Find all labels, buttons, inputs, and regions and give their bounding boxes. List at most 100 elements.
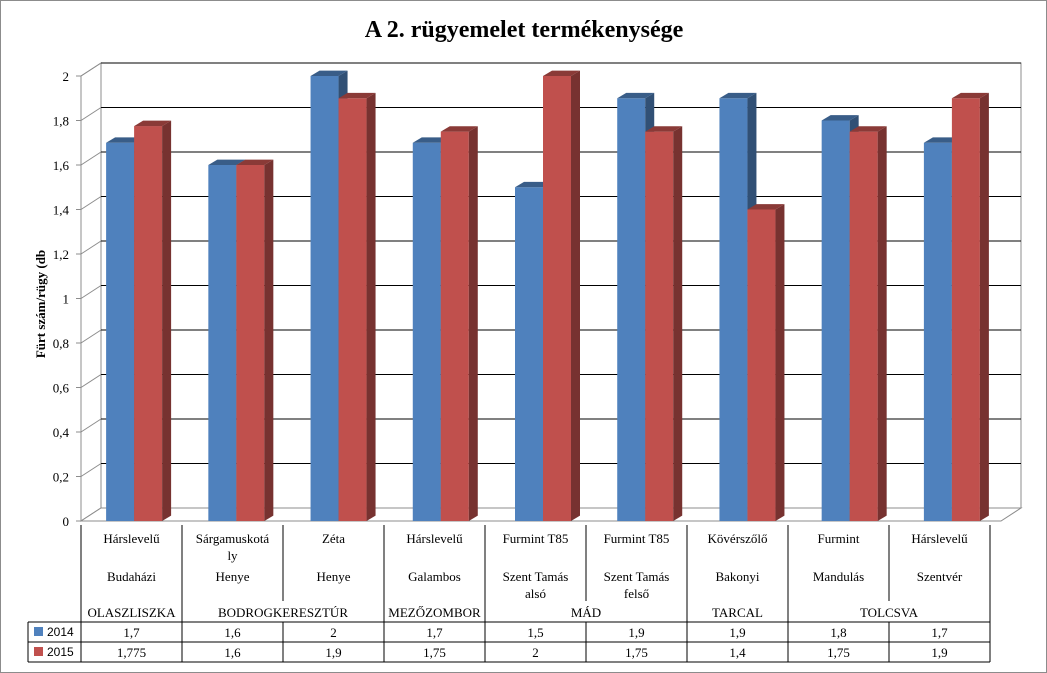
category-variety-label: Hárslevelű: [406, 531, 463, 546]
data-cell-2014: 1,9: [628, 625, 644, 640]
bar-2014: [719, 98, 748, 521]
gridline-side: [80, 62, 102, 77]
bar-top-2015: [440, 126, 478, 132]
data-cell-2015: 1,75: [827, 645, 850, 660]
data-cell-2015: 1,6: [224, 645, 241, 660]
bar-side-2015: [877, 126, 887, 521]
category-site-label: Mandulás: [813, 569, 864, 584]
legend-label-2014: 2014: [47, 625, 74, 639]
gridline-side: [80, 196, 102, 210]
y-tick-label: 1: [63, 292, 70, 307]
bar-2015: [338, 98, 367, 521]
gridline-side: [80, 107, 102, 121]
bar-top-2014: [208, 159, 246, 165]
group-label: TARCAL: [712, 605, 763, 620]
bar-2015: [543, 76, 571, 521]
data-cell-2014: 1,9: [729, 625, 745, 640]
data-cell-2015: 1,9: [931, 645, 947, 660]
bar-top-2014: [719, 92, 757, 99]
bar-side-2015: [264, 159, 274, 521]
gridline-side: [80, 240, 102, 255]
bar-2015: [849, 131, 878, 521]
category-variety-label: Zéta: [322, 531, 345, 546]
bar-2015: [747, 209, 776, 521]
category-site-label: Szentvér: [917, 569, 963, 584]
bar-2014: [208, 165, 237, 521]
y-tick-label: 0: [63, 514, 70, 529]
bar-top-2014: [821, 115, 859, 121]
category-site-label: felső: [624, 586, 649, 601]
category-variety-label: Furmint T85: [503, 531, 569, 546]
bar-2014: [515, 187, 543, 521]
category-site-label: Budaházi: [107, 569, 156, 584]
category-site-label: alsó: [525, 586, 546, 601]
category-site-label: Galambos: [408, 569, 461, 584]
group-label: MEZŐZOMBOR: [388, 605, 481, 620]
bar-top-2015: [134, 120, 172, 127]
y-tick-label: 2: [63, 69, 70, 84]
data-cell-2015: 1,4: [729, 645, 746, 660]
y-tick-label: 1,4: [53, 203, 70, 218]
category-site-label: Henye: [216, 569, 250, 584]
bar-top-2014: [412, 137, 450, 143]
category-variety-label: Hárslevelű: [911, 531, 968, 546]
gridline-side: [80, 285, 102, 299]
legend-label-2015: 2015: [47, 645, 74, 659]
bar-2014: [617, 98, 646, 521]
data-cell-2014: 1,5: [527, 625, 543, 640]
bar-top-2015: [338, 92, 376, 99]
y-tick-label: 0,8: [53, 336, 69, 351]
bar-top-2015: [849, 126, 887, 132]
data-cell-2015: 1,75: [625, 645, 648, 660]
y-tick-label: 1,6: [53, 158, 70, 173]
y-tick-label: 0,4: [53, 425, 70, 440]
category-variety-label: Kövérszőlő: [708, 531, 768, 546]
data-cell-2014: 1,7: [931, 625, 948, 640]
bar-side-2015: [673, 126, 683, 521]
group-label: TOLCSVA: [860, 605, 919, 620]
bar-side-2015: [468, 126, 478, 521]
bar-top-2014: [106, 137, 144, 143]
y-tick-label: 1,2: [53, 247, 69, 262]
bar-2014: [821, 120, 850, 521]
category-site-label: Bakonyi: [715, 569, 759, 584]
category-variety-label: Furmint T85: [604, 531, 670, 546]
bar-2014: [923, 142, 952, 521]
bar-2015: [951, 98, 980, 521]
bar-side-2015: [366, 92, 376, 521]
bar-top-2015: [951, 92, 989, 99]
gridline-side: [80, 329, 102, 344]
category-site-label: Szent Tamás: [503, 569, 569, 584]
bar-top-2014: [310, 70, 348, 76]
bar-top-2015: [543, 70, 580, 76]
data-cell-2015: 1,775: [117, 645, 146, 660]
data-cell-2014: 1,7: [426, 625, 443, 640]
data-cell-2014: 1,8: [830, 625, 846, 640]
category-site-label: Szent Tamás: [604, 569, 670, 584]
bar-side-2015: [571, 70, 580, 521]
gridline-side: [80, 374, 102, 388]
bar-top-2015: [747, 204, 785, 210]
bar-2015: [134, 126, 163, 521]
category-site-label: Henye: [317, 569, 351, 584]
bar-top-2014: [617, 92, 655, 99]
data-cell-2014: 2: [330, 625, 337, 640]
category-variety-label: Sárgamuskotá: [196, 531, 270, 546]
y-tick-label: 0,2: [53, 470, 69, 485]
data-cell-2015: 1,75: [423, 645, 446, 660]
bar-top-2015: [236, 159, 274, 165]
legend-swatch-2014: [34, 627, 43, 636]
category-variety-label: Furmint: [818, 531, 860, 546]
data-cell-2015: 1,9: [325, 645, 341, 660]
gridline-side: [80, 463, 102, 477]
bar-side-2015: [162, 120, 172, 521]
data-cell-2014: 1,6: [224, 625, 241, 640]
bar-side-2015: [775, 204, 785, 521]
data-table: Hárslevelű Budaházi Sárgamuskotá ly Henye Zét…: [27, 525, 991, 663]
bar-side-2015: [979, 92, 989, 521]
bar-2015: [645, 131, 674, 521]
category-variety-label: Hárslevelű: [103, 531, 160, 546]
y-tick-label: 1,8: [53, 114, 69, 129]
